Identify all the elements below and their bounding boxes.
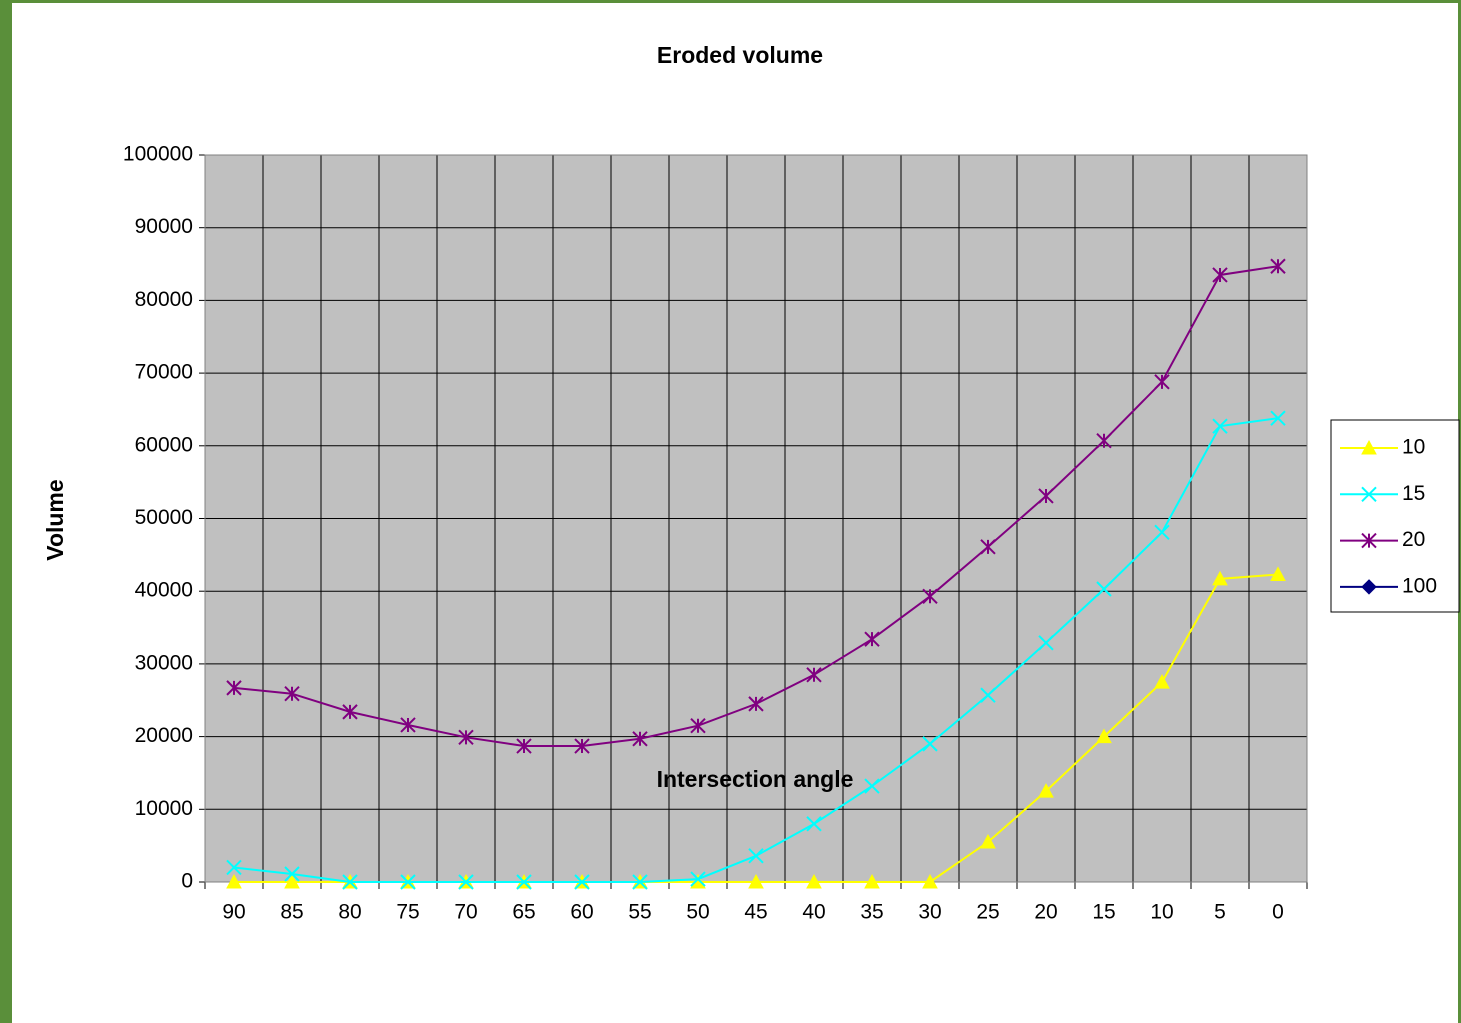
y-tick-label: 30000: [135, 651, 193, 674]
marker: [1154, 524, 1170, 541]
marker: [690, 871, 706, 887]
marker: [226, 873, 242, 889]
x-tick-label: 55: [628, 901, 651, 924]
marker: [1212, 418, 1228, 434]
chart-title: Eroded volume: [657, 42, 823, 68]
marker: [922, 873, 938, 889]
legend-box: [1330, 419, 1460, 613]
marker: [226, 859, 242, 876]
marker: [400, 717, 416, 733]
marker: [284, 685, 300, 702]
x-tick-label: 5: [1214, 901, 1226, 924]
marker: [748, 848, 764, 864]
marker: [864, 873, 880, 889]
marker: [1270, 566, 1286, 581]
legend-label: 20: [1402, 528, 1425, 551]
marker: [690, 717, 706, 734]
x-tick-label: 10: [1150, 901, 1173, 924]
marker: [1154, 674, 1170, 689]
marker: [980, 833, 996, 849]
legend-label: 10: [1402, 436, 1425, 459]
marker: [1361, 439, 1377, 455]
marker: [1270, 410, 1286, 426]
marker: [980, 687, 996, 703]
x-tick-label: 30: [918, 901, 941, 924]
marker: [1361, 532, 1377, 549]
marker: [1361, 486, 1377, 503]
y-tick-label: 80000: [135, 288, 193, 311]
x-tick-label: 20: [1034, 901, 1057, 924]
marker: [1361, 579, 1377, 595]
marker: [574, 738, 590, 754]
marker: [342, 704, 358, 720]
marker: [1212, 267, 1228, 283]
marker: [458, 729, 474, 746]
marker: [922, 736, 938, 752]
marker: [1096, 581, 1112, 597]
marker: [922, 588, 938, 604]
marker: [806, 873, 822, 889]
marker: [980, 539, 996, 555]
y-tick-label: 90000: [135, 215, 193, 238]
marker: [1096, 433, 1112, 449]
marker: [1154, 374, 1170, 390]
marker: [284, 866, 300, 882]
x-tick-label: 40: [802, 901, 825, 924]
marker: [1212, 570, 1228, 586]
marker: [458, 874, 474, 890]
marker: [1038, 783, 1054, 798]
x-tick-label: 80: [338, 901, 361, 924]
marker: [400, 874, 416, 890]
y-tick-label: 10000: [135, 797, 193, 820]
y-tick-label: 100000: [123, 143, 193, 166]
x-tick-label: 25: [976, 901, 999, 924]
x-tick-label: 60: [570, 901, 593, 924]
y-tick-label: 70000: [135, 361, 193, 384]
x-tick-label: 75: [396, 901, 419, 924]
marker: [1038, 488, 1054, 504]
marker: [806, 816, 822, 832]
marker: [1038, 635, 1054, 651]
y-tick-label: 0: [181, 870, 193, 893]
marker: [864, 778, 880, 794]
x-tick-label: 70: [454, 901, 477, 924]
marker: [342, 874, 358, 890]
marker: [632, 731, 648, 747]
marker: [226, 680, 242, 696]
legend-label: 15: [1402, 482, 1425, 505]
x-tick-label: 85: [280, 901, 303, 924]
y-tick-label: 20000: [135, 724, 193, 747]
marker: [748, 873, 764, 889]
x-tick-label: 65: [512, 901, 535, 924]
marker: [516, 738, 532, 754]
x-tick-label: 45: [744, 901, 767, 924]
marker: [806, 667, 822, 683]
marker: [864, 631, 880, 647]
legend-label: 100: [1402, 574, 1437, 597]
x-tick-label: 90: [222, 901, 245, 924]
x-tick-label: 35: [860, 901, 883, 924]
marker: [1096, 728, 1112, 744]
x-axis-title: Intersection angle: [657, 766, 854, 792]
y-axis-title: Volume: [42, 479, 68, 560]
marker: [748, 696, 764, 712]
y-tick-label: 60000: [135, 433, 193, 456]
x-tick-label: 50: [686, 901, 709, 924]
marker: [284, 873, 300, 889]
marker: [632, 874, 648, 890]
marker: [516, 874, 532, 890]
y-tick-label: 50000: [135, 506, 193, 529]
marker: [574, 874, 590, 890]
x-tick-label: 15: [1092, 901, 1115, 924]
x-tick-label: 0: [1272, 901, 1284, 924]
y-tick-label: 40000: [135, 579, 193, 602]
marker: [1270, 258, 1286, 274]
